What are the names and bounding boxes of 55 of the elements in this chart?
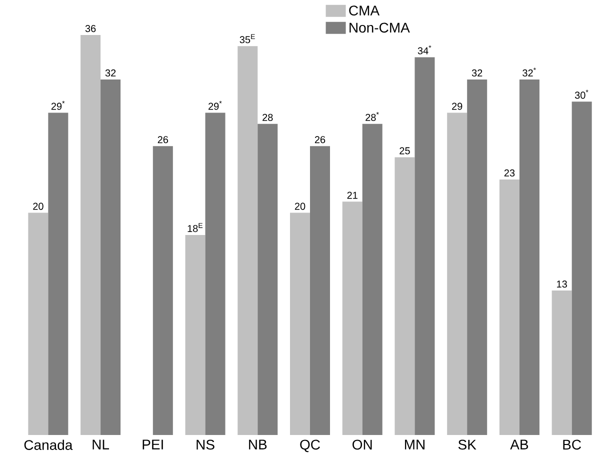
bar — [258, 124, 278, 435]
data-label: 35$^{E}$ — [240, 34, 255, 44]
x-tick-label: PEI — [142, 440, 163, 450]
data-label: 32 — [472, 69, 482, 77]
data-label: 32$^{*}$ — [522, 68, 536, 77]
bar — [310, 146, 330, 435]
bar — [499, 179, 520, 435]
data-label: 25 — [400, 147, 410, 154]
data-label: 29 — [452, 102, 462, 110]
data-label: 29$^{*}$ — [51, 100, 65, 110]
x-tick-label: Canada — [24, 440, 73, 450]
data-label: 20 — [33, 202, 44, 210]
bar — [80, 35, 101, 435]
bar — [467, 79, 488, 435]
x-tick-label: NB — [249, 440, 267, 450]
bar — [394, 157, 415, 435]
bar — [552, 290, 572, 435]
bar — [342, 202, 362, 435]
bar — [290, 212, 310, 435]
bar — [238, 46, 258, 435]
data-label: 13 — [557, 280, 567, 288]
data-label: 18$^{E}$ — [188, 223, 203, 232]
bar — [447, 112, 468, 435]
data-label: 26 — [158, 136, 168, 144]
data-label: 28 — [262, 114, 273, 121]
bar — [48, 112, 68, 435]
bar — [100, 79, 121, 435]
data-label: 29$^{*}$ — [208, 100, 222, 110]
bar — [28, 212, 48, 435]
data-label: 30$^{*}$ — [574, 90, 588, 99]
x-tick-label: BC — [563, 440, 582, 450]
x-tick-label: NS — [196, 440, 214, 450]
bar — [152, 146, 173, 435]
bar — [414, 57, 435, 435]
x-tick-label: QC — [300, 440, 320, 452]
legend-label: Non-CMA — [350, 22, 410, 33]
bar — [519, 79, 540, 435]
data-label: 21 — [347, 192, 358, 199]
data-label: 32 — [105, 69, 116, 77]
x-tick-label: NL — [92, 440, 110, 450]
data-label: 34$^{*}$ — [418, 45, 432, 54]
data-label: 23 — [504, 169, 515, 177]
data-label: 20 — [294, 202, 306, 210]
legend-label: CMA — [349, 6, 380, 16]
x-tick-label: AB — [510, 440, 528, 450]
data-label: 28$^{*}$ — [366, 112, 379, 121]
bar — [205, 112, 226, 435]
x-tick-label: MN — [404, 440, 424, 450]
bar — [185, 235, 206, 435]
bar — [362, 124, 382, 435]
x-tick-label: SK — [458, 440, 476, 450]
data-label: 36 — [85, 24, 96, 32]
bar — [572, 102, 592, 435]
x-tick-label: ON — [352, 440, 372, 450]
data-label: 26 — [314, 136, 326, 144]
